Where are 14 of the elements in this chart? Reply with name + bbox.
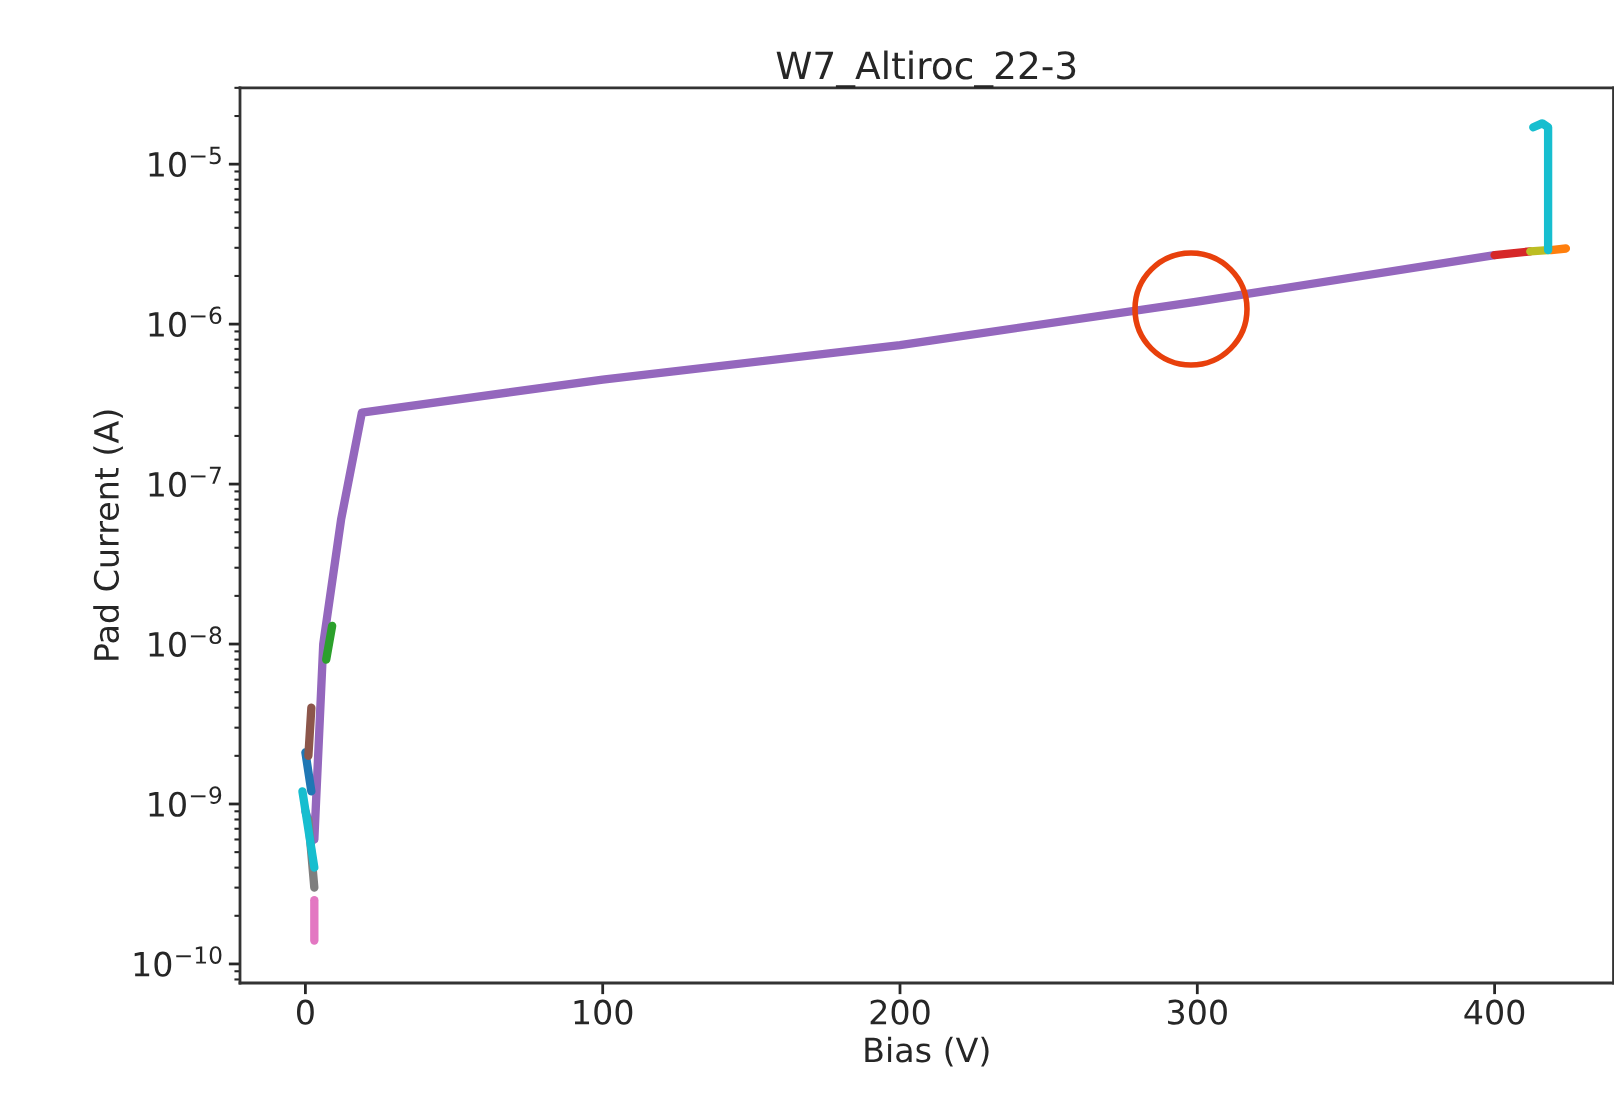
x-tick-label: 100 — [574, 999, 633, 1025]
y-tick-label: 10$^{−10}$ — [134, 946, 222, 977]
x-tick-label: 400 — [1464, 999, 1525, 1025]
x-tick-label: 200 — [870, 999, 930, 1025]
x-tick-label: 300 — [1168, 999, 1227, 1025]
x-tick-label: 0 — [297, 999, 314, 1025]
y-tick-label: 10$^{−6}$ — [149, 306, 222, 337]
y-tick-label: 10$^{−7}$ — [149, 466, 221, 497]
x-axis-title: Bias (V) — [865, 1036, 989, 1067]
y-tick-label: 10$^{−5}$ — [149, 146, 221, 178]
chart-title: W7_Altiroc_22-3 — [776, 50, 1076, 88]
y-tick-label: 10$^{−9}$ — [149, 786, 222, 817]
y-tick-label: 10$^{−8}$ — [149, 626, 222, 657]
y-axis-title: Pad Current (A) — [93, 410, 123, 660]
